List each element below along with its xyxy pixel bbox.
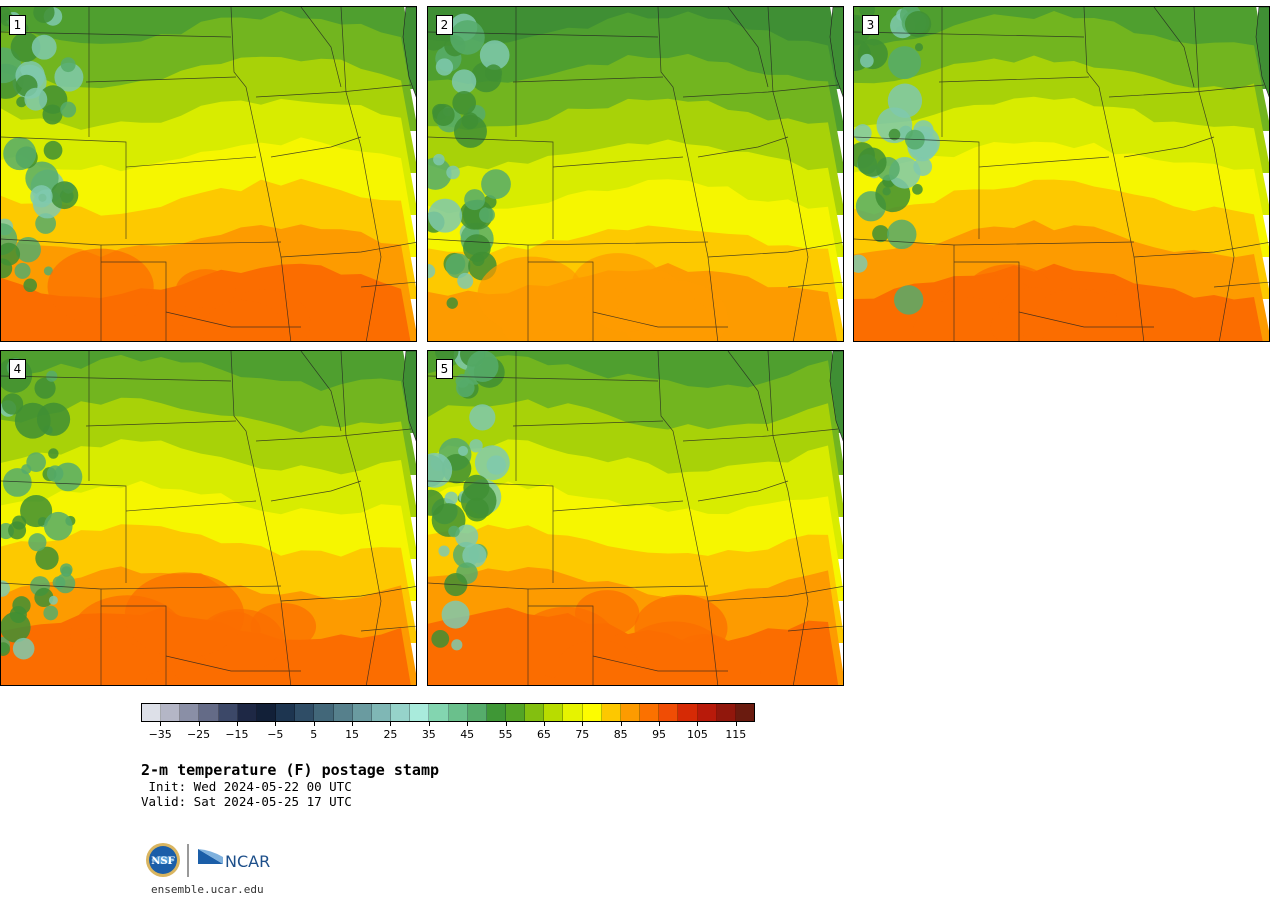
ensemble-member-panel-1: 1 [0, 6, 417, 342]
colorbar-swatch [735, 704, 754, 721]
member-number-badge: 3 [862, 15, 879, 35]
colorbar-tick [313, 722, 315, 726]
colorbar-swatch [371, 704, 392, 721]
member-number-badge: 5 [436, 359, 453, 379]
colorbar-swatch [218, 704, 238, 721]
colorbar-swatch [486, 704, 506, 721]
colorbar-swatch [180, 704, 200, 721]
ensemble-member-panel-3: 3 [853, 6, 1270, 342]
colorbar-swatch [563, 704, 583, 721]
valid-time: Valid: Sat 2024-05-25 17 UTC [141, 794, 352, 809]
member-number-badge: 1 [9, 15, 26, 35]
colorbar-tick-label: −15 [225, 728, 249, 741]
colorbar-tick-labels: −35 −25 −15 −5 5 15 25 35 45 55 65 75 85 95 105 115 [141, 722, 755, 742]
ensemble-member-panel-5: 5 [427, 350, 844, 686]
nsf-seal-icon: NSF [146, 843, 180, 877]
colorbar-tick-label: 5 [310, 728, 318, 741]
colorbar-tick [275, 722, 277, 726]
colorbar-tick [467, 722, 469, 726]
colorbar-tick-label: 25 [383, 728, 398, 741]
temperature-colorbar [141, 703, 755, 722]
colorbar-tick-label: −35 [148, 728, 172, 741]
colorbar-tick [236, 722, 238, 726]
temperature-map [428, 7, 843, 341]
colorbar-tick-label: 45 [460, 728, 475, 741]
colorbar-tick-label: 95 [652, 728, 667, 741]
website-url: ensemble.ucar.edu [151, 883, 264, 896]
member-number-badge: 4 [9, 359, 26, 379]
init-time: Init: Wed 2024-05-22 00 UTC [141, 779, 352, 794]
temperature-map [854, 7, 1269, 341]
colorbar-tick [198, 722, 200, 726]
logos: NSF NCAR [145, 843, 275, 879]
colorbar-tick-label: −25 [186, 728, 211, 741]
colorbar-tick [352, 722, 354, 726]
colorbar-swatch [161, 704, 181, 721]
colorbar-swatch [391, 704, 411, 721]
temperature-map [428, 351, 843, 685]
colorbar-swatch [640, 704, 660, 721]
colorbar-swatch [295, 704, 315, 721]
temperature-map [1, 351, 416, 685]
colorbar-tick [543, 722, 545, 726]
colorbar-tick-label: −5 [267, 728, 284, 741]
colorbar-tick-label: 75 [575, 728, 590, 741]
colorbar-swatch [410, 704, 430, 721]
nsf-ncar-logo: NSF NCAR [146, 843, 270, 877]
colorbar-swatch [276, 704, 296, 721]
colorbar-tick [735, 722, 737, 726]
ncar-logo-text: NCAR [225, 852, 270, 871]
colorbar-tick [428, 722, 430, 726]
colorbar-swatch [448, 704, 468, 721]
colorbar-swatch [544, 704, 564, 721]
colorbar-swatch [429, 704, 449, 721]
temperature-map [1, 7, 416, 341]
colorbar-swatch [697, 704, 717, 721]
colorbar-swatch [620, 704, 641, 721]
nsf-logo-text: NSF [151, 856, 174, 867]
colorbar-swatch [352, 704, 372, 721]
colorbar-tick-label: 105 [686, 728, 708, 741]
colorbar-tick-label: 15 [345, 728, 360, 741]
colorbar-swatch [256, 704, 277, 721]
colorbar-tick [659, 722, 661, 726]
ensemble-member-panel-2: 2 [427, 6, 844, 342]
colorbar-tick [582, 722, 584, 726]
colorbar-swatch [199, 704, 219, 721]
colorbar-tick [620, 722, 622, 726]
colorbar-swatch [659, 704, 679, 721]
colorbar-tick-label: 65 [536, 728, 551, 741]
colorbar-swatch [237, 704, 257, 721]
colorbar-swatch [333, 704, 353, 721]
colorbar-tick-label: 55 [498, 728, 513, 741]
colorbar-tick [390, 722, 392, 726]
colorbar-swatch [525, 704, 545, 721]
colorbar-swatch [716, 704, 736, 721]
ensemble-member-panel-4: 4 [0, 350, 417, 686]
colorbar-swatch [314, 704, 334, 721]
colorbar-swatch [467, 704, 487, 721]
colorbar-swatch [582, 704, 602, 721]
colorbar-tick [160, 722, 162, 726]
colorbar-tick [697, 722, 699, 726]
colorbar-tick-label: 85 [613, 728, 628, 741]
plot-title: 2-m temperature (F) postage stamp [141, 761, 440, 779]
colorbar-swatch [678, 704, 698, 721]
ncar-logo-icon: NCAR [198, 849, 270, 871]
colorbar-swatch [505, 704, 526, 721]
colorbar-swatch [601, 704, 621, 721]
member-number-badge: 2 [436, 15, 453, 35]
colorbar-tick-label: 115 [725, 728, 747, 741]
colorbar-tick [505, 722, 507, 726]
colorbar-tick-label: 35 [421, 728, 436, 741]
colorbar-swatch [142, 704, 162, 721]
